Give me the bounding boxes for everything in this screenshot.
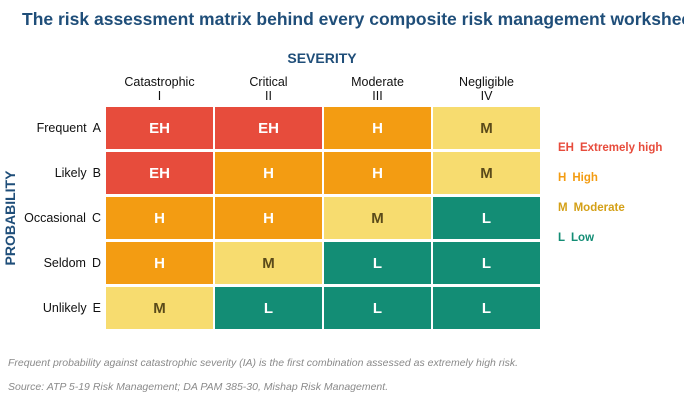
- legend-code: EH: [558, 142, 574, 154]
- matrix-cell-iib: H: [215, 152, 322, 194]
- legend-label: Moderate: [573, 202, 625, 214]
- column-name: Catastrophic: [124, 75, 195, 89]
- matrix-cell-iiib: H: [324, 152, 431, 194]
- source-note: Source: ATP 5-19 Risk Management; DA PAM…: [8, 381, 389, 393]
- matrix-cell-iva: M: [433, 107, 540, 149]
- matrix-cell-ivc: L: [433, 197, 540, 239]
- legend-item-low: L Low: [558, 232, 594, 244]
- legend-item-high: H High: [558, 172, 598, 184]
- probability-axis-title: PROBABILITY: [2, 170, 18, 266]
- row-name: Seldom: [43, 256, 86, 270]
- column-code: II: [265, 89, 272, 103]
- row-code: C: [91, 211, 101, 225]
- row-header-occasional: Occasional C: [24, 196, 101, 240]
- matrix-cell-ia: EH: [106, 107, 213, 149]
- matrix-cell-iiie: L: [324, 287, 431, 329]
- figure-title: The risk assessment matrix behind every …: [22, 9, 684, 29]
- row-code: A: [92, 121, 101, 135]
- legend-code: M: [558, 202, 568, 214]
- column-header-moderate: Moderate III: [323, 75, 432, 103]
- column-header-critical: Critical II: [214, 75, 323, 103]
- row-code: D: [91, 256, 101, 270]
- column-name: Negligible: [459, 75, 514, 89]
- column-header-negligible: Negligible IV: [432, 75, 541, 103]
- row-header-likely: Likely B: [55, 151, 101, 195]
- row-code: E: [92, 301, 101, 315]
- matrix-cell-ie: M: [106, 287, 213, 329]
- footnote: Frequent probability against catastrophi…: [8, 357, 519, 369]
- legend-code: H: [558, 172, 567, 184]
- row-name: Frequent: [36, 121, 87, 135]
- row-name: Likely: [54, 166, 87, 180]
- column-header-catastrophic: Catastrophic I: [105, 75, 214, 103]
- row-name: Unlikely: [42, 301, 87, 315]
- matrix-cell-ib: EH: [106, 152, 213, 194]
- legend-item-extremely-high: EH Extremely high: [558, 142, 662, 154]
- matrix-cell-iid: M: [215, 242, 322, 284]
- matrix-cell-iiid: L: [324, 242, 431, 284]
- column-code: IV: [480, 89, 493, 103]
- legend-code: L: [558, 232, 566, 244]
- matrix-cell-ivd: L: [433, 242, 540, 284]
- row-header-frequent: Frequent A: [37, 106, 101, 150]
- row-header-seldom: Seldom D: [44, 241, 101, 285]
- column-name: Moderate: [351, 75, 404, 89]
- matrix-cell-iic: H: [215, 197, 322, 239]
- legend-label: Extremely high: [579, 142, 663, 154]
- legend-label: Low: [571, 232, 595, 244]
- matrix-cell-id: H: [106, 242, 213, 284]
- matrix-cell-iia: EH: [215, 107, 322, 149]
- severity-axis-title: SEVERITY: [287, 50, 357, 66]
- matrix-cell-iie: L: [215, 287, 322, 329]
- column-code: III: [372, 89, 383, 103]
- row-code: B: [92, 166, 101, 180]
- row-name: Occasional: [24, 211, 86, 225]
- row-header-unlikely: Unlikely E: [43, 286, 101, 330]
- legend-item-moderate: M Moderate: [558, 202, 625, 214]
- matrix-cell-ic: H: [106, 197, 213, 239]
- column-code: I: [157, 89, 162, 103]
- matrix-cell-ive: L: [433, 287, 540, 329]
- legend-label: High: [572, 172, 598, 184]
- matrix-cell-ivb: M: [433, 152, 540, 194]
- column-name: Critical: [249, 75, 288, 89]
- matrix-cell-iiic: M: [324, 197, 431, 239]
- matrix-cell-iiia: H: [324, 107, 431, 149]
